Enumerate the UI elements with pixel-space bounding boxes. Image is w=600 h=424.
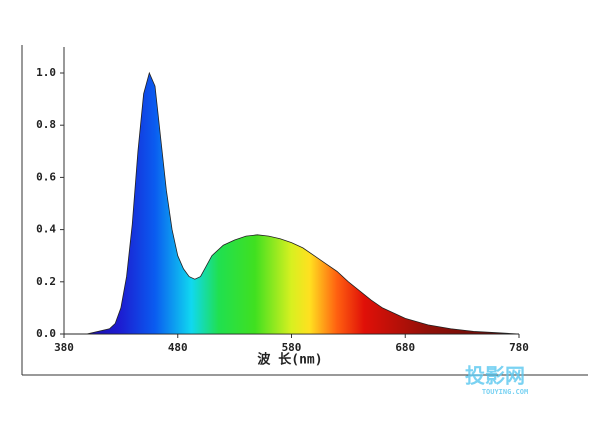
x-tick-label: 380: [54, 341, 74, 354]
watermark-title: 投影网: [465, 364, 525, 388]
spectrum-area: [64, 71, 520, 335]
y-tick-label: 0.0: [36, 327, 56, 340]
y-tick-label: 0.4: [36, 223, 56, 236]
y-tick-label: 0.8: [36, 118, 56, 131]
y-tick-label: 1.0: [36, 66, 56, 79]
x-tick-label: 780: [509, 341, 529, 354]
x-tick-label: 580: [282, 341, 302, 354]
y-tick-label: 0.2: [36, 275, 56, 288]
watermark-subtitle: TOUYING.COM: [482, 388, 528, 396]
y-tick-label: 0.6: [36, 170, 56, 183]
x-tick-label: 480: [168, 341, 188, 354]
x-tick-label: 680: [395, 341, 415, 354]
x-axis-label: 波 长(nm): [257, 352, 322, 368]
